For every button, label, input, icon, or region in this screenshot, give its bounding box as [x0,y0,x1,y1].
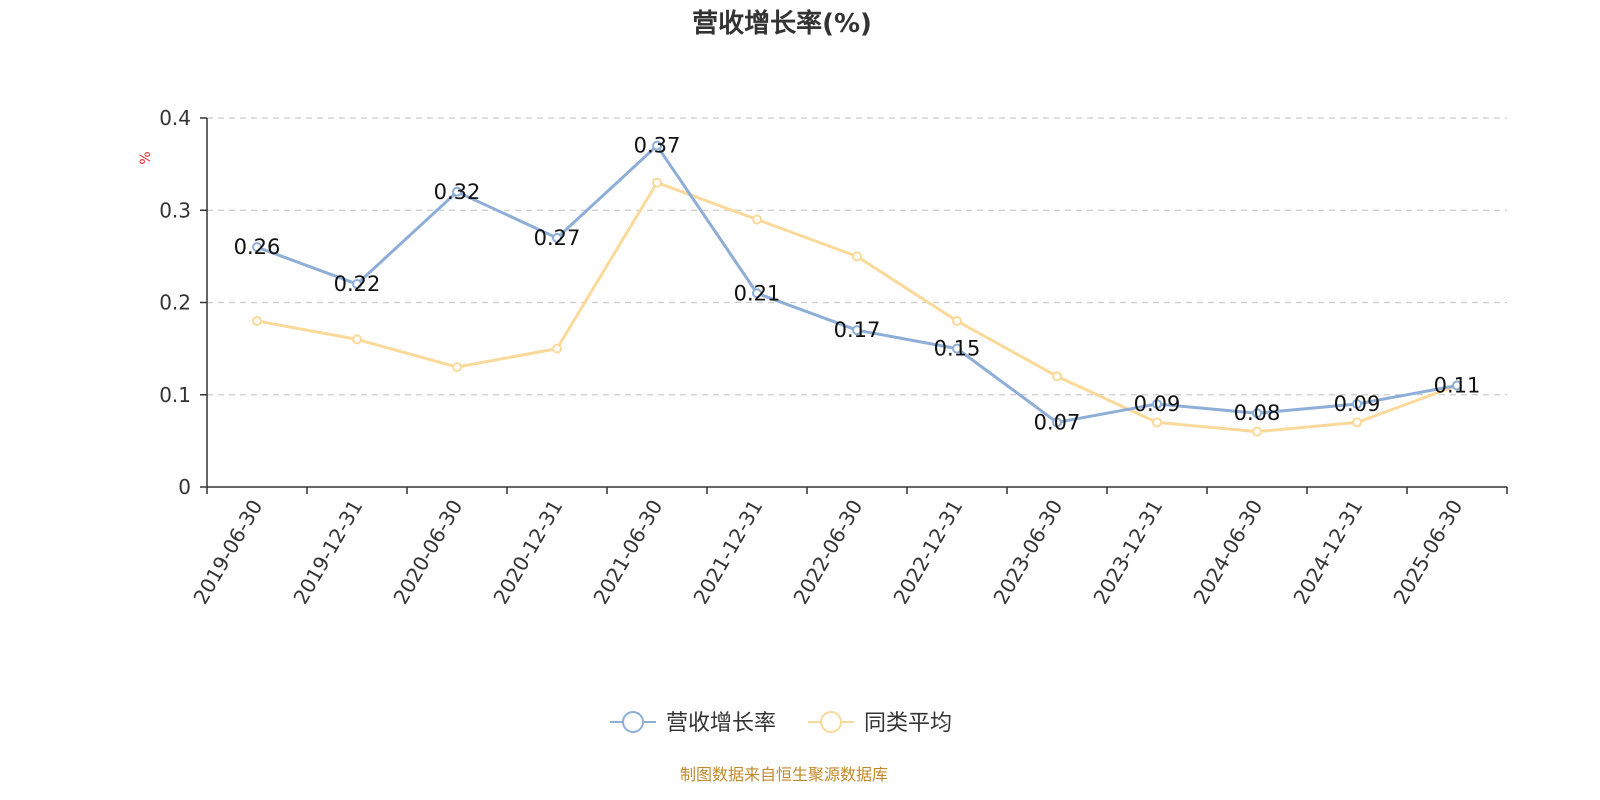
data-label: 0.17 [834,318,881,342]
x-tick-label: 2025-06-30 [1388,496,1467,609]
x-tick-label: 2024-06-30 [1188,496,1267,609]
y-axis-label: % [138,151,154,164]
data-point [952,343,962,354]
y-tick-label: 0.2 [159,291,191,315]
data-label: 0.09 [1134,392,1181,416]
legend-item[interactable]: 同类平均 [808,711,952,736]
data-point [252,315,262,326]
grid-lines [207,117,1507,396]
data-label: 0.11 [1434,374,1481,398]
legend-label: 营收增长率 [666,711,776,736]
data-point [852,251,862,262]
x-tick-label: 2019-06-30 [188,496,267,609]
data-label: 0.21 [734,281,781,305]
data-label: 0.15 [934,337,981,361]
y-tick-label: 0.3 [159,198,191,222]
data-label: 0.27 [534,226,581,250]
data-point [352,334,362,345]
data-point [1152,417,1162,428]
data-point [1352,398,1362,409]
data-point [952,315,962,326]
x-tick-label: 2023-12-31 [1088,496,1167,609]
series-lines [252,140,1462,437]
x-tick-label: 2021-06-30 [588,496,667,609]
x-tick-label: 2022-12-31 [888,496,967,609]
data-label: 0.22 [334,272,381,296]
data-label: 0.32 [434,180,481,204]
data-label: 0.09 [1334,392,1381,416]
data-point [652,140,662,151]
data-point [1352,417,1362,428]
x-tick-label: 2020-06-30 [388,496,467,609]
legend-marker [820,711,842,733]
x-tick-label: 2019-12-31 [288,496,367,609]
x-tick-label: 2020-12-31 [488,496,567,609]
data-point [752,214,762,225]
data-labels: 0.26 0.22 0.32 0.27 0.37 0.21 0.17 0.15 0.07 0.09… [234,134,1481,435]
x-tick-label: 2022-06-30 [788,496,867,609]
data-point [452,362,462,373]
chart-title: 营收增长率(%) [692,8,872,39]
legend[interactable]: 营收增长率 同类平均 [610,711,952,736]
legend-item[interactable]: 营收增长率 [610,711,776,736]
x-tick-label: 2023-06-30 [988,496,1067,609]
data-point [652,177,662,188]
data-point [1052,371,1062,382]
x-tick-label: 2021-12-31 [688,496,767,609]
data-point [252,242,262,253]
y-tick-label: 0 [178,475,191,499]
data-point [452,186,462,197]
x-tick-label: 2024-12-31 [1288,496,1367,609]
data-point [852,325,862,336]
data-point [752,288,762,299]
data-label: 0.07 [1034,410,1081,434]
data-point [552,343,562,354]
data-point [1152,398,1162,409]
data-label: 0.37 [634,134,681,158]
y-tick-label: 0.1 [159,383,191,407]
data-point [1052,417,1062,428]
data-point [1452,380,1462,391]
source-note: 制图数据来自恒生聚源数据库 [680,765,888,784]
data-label: 0.26 [234,235,281,259]
axes: 0 0.1 0.2 0.3 0.4 2019-06-30 2019-12-31 2020-06… [159,106,1508,609]
legend-label: 同类平均 [864,711,952,736]
data-point [552,232,562,243]
data-point [1252,408,1262,419]
data-point [352,279,362,290]
legend-marker [622,711,644,733]
data-point [1252,426,1262,437]
data-label: 0.08 [1234,401,1281,425]
y-tick-label: 0.4 [159,106,191,130]
